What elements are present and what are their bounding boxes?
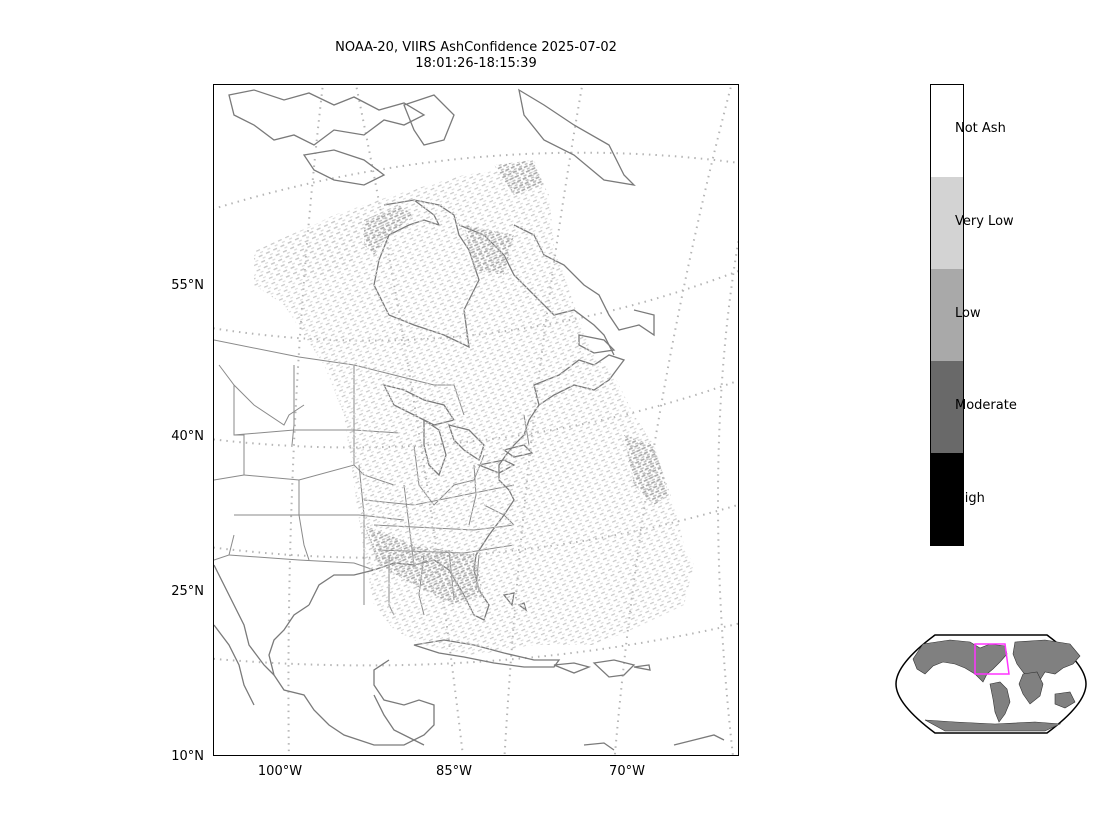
lon-label-70w: 70°W [609, 764, 645, 779]
colorbar-segment-not-ash [931, 85, 963, 177]
title-line-1: NOAA-20, VIIRS AshConfidence 2025-07-02 [335, 40, 617, 55]
colorbar-segment-moderate [931, 361, 963, 453]
colorbar-label-low: Low [955, 306, 981, 321]
lat-label-25n: 25°N [171, 584, 204, 599]
inset-extent-box [974, 643, 1010, 675]
globe-svg [895, 634, 1087, 734]
lat-label-55n: 55°N [171, 278, 204, 293]
colorbar-segment-very-low [931, 177, 963, 269]
lat-label-40n: 40°N [171, 429, 204, 444]
map-svg [214, 85, 738, 755]
graticule [214, 85, 738, 755]
colorbar-label-high: High [955, 491, 985, 506]
lon-label-85w: 85°W [436, 764, 472, 779]
colorbar-label-moderate: Moderate [955, 398, 1017, 413]
lat-label-10n: 10°N [171, 749, 204, 764]
colorbar-label-not-ash: Not Ash [955, 121, 1006, 136]
lon-label-100w: 100°W [257, 764, 303, 779]
globe-land [912, 639, 1081, 732]
colorbar-label-very-low: Very Low [955, 214, 1014, 229]
colorbar [930, 84, 964, 546]
map-title: NOAA-20, VIIRS AshConfidence 2025-07-02 … [276, 40, 676, 72]
map-panel [213, 84, 739, 756]
colorbar-segment-low [931, 269, 963, 361]
inset-globe [895, 634, 1087, 734]
title-line-2: 18:01:26-18:15:39 [415, 56, 537, 71]
colorbar-segment-high [931, 453, 963, 545]
ash-swath [254, 160, 694, 655]
